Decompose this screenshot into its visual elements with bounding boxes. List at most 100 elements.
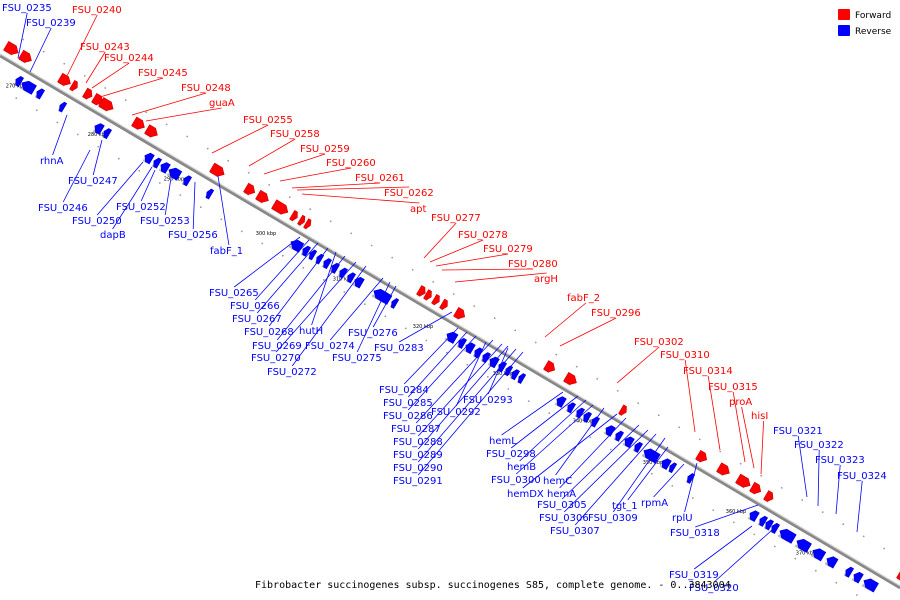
gene-label: FSU_0287: [391, 424, 441, 435]
leader-line: [707, 375, 721, 451]
leader-line: [99, 77, 164, 98]
scale-dot: [138, 169, 141, 172]
gene-label: FSU_0261: [355, 173, 405, 184]
scale-dot: [555, 353, 558, 356]
reverse-gene-arrow: [622, 436, 635, 449]
kbp-tick-label: 330 kbp: [493, 371, 513, 377]
gene-body: [716, 462, 730, 476]
gene-body: [160, 162, 171, 174]
gene-label: FSU_0253: [140, 216, 190, 227]
gene-label: FSU_0278: [458, 230, 508, 241]
legend: Forward Reverse: [838, 9, 892, 37]
backbone-line: [0, 54, 900, 590]
leader-line: [301, 193, 420, 204]
scale-dot: [616, 390, 619, 392]
gene-label: hemDX: [507, 489, 544, 500]
leader-line: [131, 92, 207, 116]
scale-dot: [883, 547, 886, 550]
gene-body: [845, 566, 855, 578]
gene-body: [763, 490, 774, 502]
scale-dot: [158, 182, 161, 184]
leader-line: [112, 166, 153, 230]
forward-gene-arrow: [57, 72, 71, 87]
leader-line: [429, 239, 484, 263]
gene-body: [749, 510, 760, 522]
reverse-gene-arrow: [307, 249, 318, 261]
scale-dot: [548, 412, 551, 415]
gene-label: hemB: [507, 462, 536, 473]
gene-body: [290, 239, 305, 253]
kbp-tick-label: 350 kbp: [643, 460, 663, 466]
forward-gene-arrow: [453, 306, 466, 320]
reverse-gene-arrow: [181, 175, 193, 187]
gene-label: FSU_0288: [393, 437, 443, 448]
gene-label: FSU_0291: [393, 476, 443, 487]
gene-body: [416, 285, 426, 297]
reverse-gene-arrow: [480, 352, 492, 364]
gene-body: [36, 88, 46, 100]
leader-line: [279, 167, 352, 182]
gene-body: [556, 396, 567, 408]
gene-body: [771, 522, 781, 534]
scale-dot: [445, 351, 448, 354]
legend-forward-swatch: [838, 9, 850, 20]
reverse-gene-arrow: [34, 88, 46, 100]
reverse-gene-arrow: [321, 258, 333, 270]
scale-dot: [773, 545, 776, 548]
reverse-gene-arrow: [794, 538, 812, 553]
scale-dot: [753, 533, 756, 536]
gene-label: FSU_0247: [68, 176, 118, 187]
scale-dot: [507, 388, 510, 390]
scale-dot: [15, 97, 18, 99]
gene-label: FSU_0321: [773, 426, 823, 437]
leader-line: [62, 149, 91, 203]
leader-line: [741, 406, 755, 469]
leader-line: [417, 351, 524, 476]
gene-label: FSU_0243: [80, 42, 130, 53]
leader-line: [653, 463, 685, 498]
reverse-gene-arrow: [151, 157, 163, 169]
gene-label: proA: [729, 397, 752, 408]
leader-line: [65, 14, 98, 79]
legend-reverse-label: Reverse: [855, 27, 892, 37]
scale-dot: [466, 363, 469, 366]
leader-line: [501, 391, 564, 436]
leader-line: [441, 268, 534, 271]
forward-gene-arrow: [3, 40, 19, 56]
forward-gene-arrow: [69, 79, 78, 92]
scale-dot: [432, 281, 435, 283]
gene-label: FSU_0270: [251, 353, 301, 364]
scale-dot: [404, 327, 407, 330]
scale-dot: [145, 111, 148, 114]
reverse-gene-arrow: [554, 396, 567, 408]
leader-line: [17, 12, 28, 59]
scale-dot: [261, 242, 264, 245]
forward-gene-arrow: [297, 214, 306, 227]
leader-line: [311, 251, 337, 326]
scale-dot: [124, 99, 127, 101]
forward-gene-arrow: [303, 218, 312, 230]
gene-label: fabF_1: [210, 246, 243, 257]
scale-dot: [186, 135, 189, 138]
scale-dot: [855, 594, 858, 596]
reverse-gene-arrow: [589, 416, 601, 428]
leader-line: [732, 391, 746, 463]
leader-line: [454, 272, 547, 283]
scale-dot: [514, 329, 517, 332]
gene-body: [511, 369, 521, 381]
gene-body: [168, 167, 183, 181]
kbp-ticks: 270 kbp 280 kbp 290 kbp 300 kbp 310 kbp 320 k…: [6, 83, 816, 556]
gene-label: FSU_0307: [550, 526, 600, 537]
scale-dot: [527, 400, 530, 402]
scale-dot: [596, 377, 599, 380]
forward-gene-arrow: [98, 97, 114, 112]
reverse-gene-arrow: [300, 245, 312, 257]
gene-body: [21, 80, 37, 95]
gene-label: FSU_0266: [230, 301, 280, 312]
gene-body: [18, 49, 32, 63]
gene-body: [759, 515, 769, 527]
gene-body: [347, 272, 357, 284]
reverse-gene-arrow: [659, 458, 672, 470]
gene-body: [255, 189, 269, 203]
gene-label: FSU_0306: [539, 513, 589, 524]
